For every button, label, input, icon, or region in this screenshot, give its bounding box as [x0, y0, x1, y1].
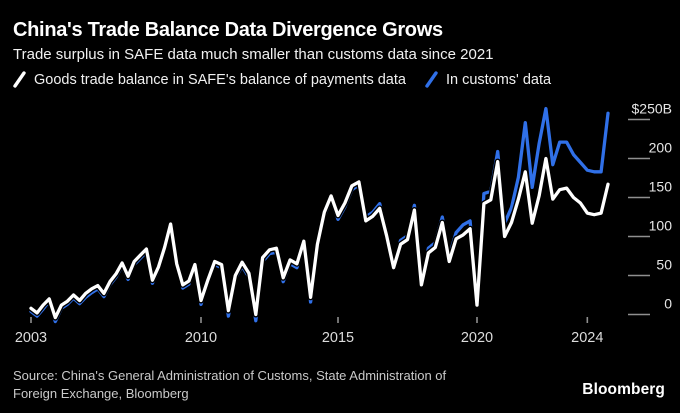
page-title: China's Trade Balance Data Divergence Gr… [13, 19, 443, 41]
bloomberg-logo: Bloomberg [582, 381, 665, 398]
x-tick-label: 2024 [571, 330, 603, 346]
y-tick-label: 200 [649, 140, 673, 156]
source-note: Source: China's General Administration o… [13, 368, 447, 402]
y-tick-label: $250B [632, 101, 672, 117]
legend: Goods trade balance in SAFE's balance of… [12, 71, 551, 88]
series-line-customs [29, 106, 610, 324]
y-tick-label: 150 [649, 179, 673, 195]
legend-item-customs: In customs' data [424, 71, 551, 88]
series-line-safe [29, 156, 610, 320]
legend-item-safe: Goods trade balance in SAFE's balance of… [12, 71, 406, 88]
y-tick-label: 50 [656, 257, 672, 273]
blue-line-swatch-icon [425, 71, 438, 88]
x-tick-label: 2003 [15, 330, 47, 346]
legend-label-safe: Goods trade balance in SAFE's balance of… [34, 71, 406, 88]
x-tick-label: 2010 [185, 330, 217, 346]
y-tick-label: 100 [649, 218, 673, 234]
legend-label-customs: In customs' data [445, 71, 552, 88]
y-tick-label: 0 [664, 296, 672, 312]
chart-subtitle: Trade surplus in SAFE data much smaller … [13, 46, 494, 63]
white-line-swatch-icon [13, 71, 26, 88]
x-tick-label: 2020 [461, 330, 493, 346]
x-tick-label: 2015 [322, 330, 354, 346]
